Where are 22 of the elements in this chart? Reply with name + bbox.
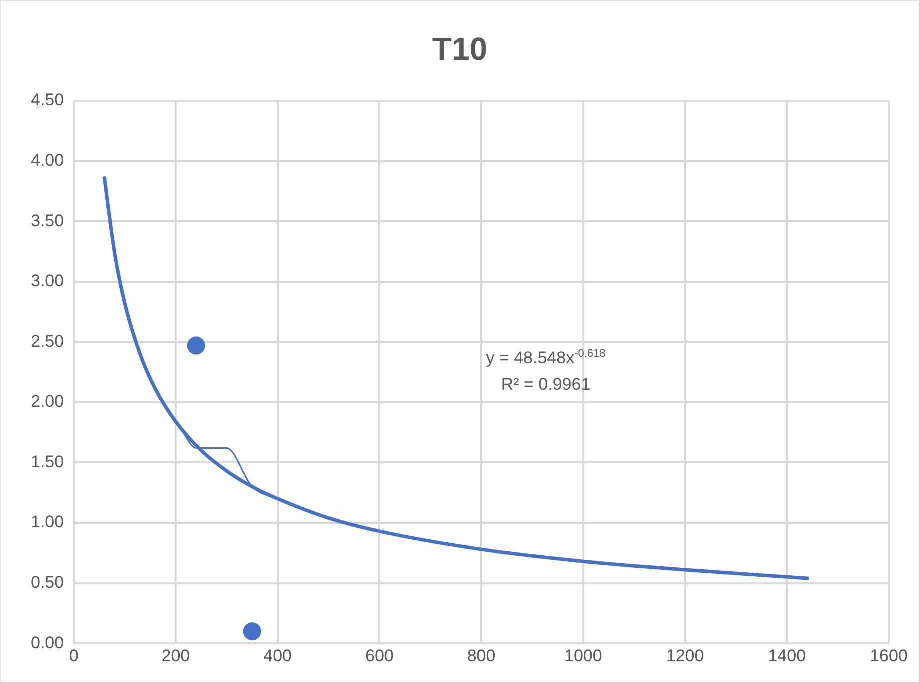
y-tick-label: 4.50 [30, 90, 64, 110]
y-tick-label: 1.50 [30, 452, 64, 472]
x-tick-label: 1000 [564, 646, 602, 666]
y-tick-label: 3.00 [30, 272, 64, 291]
annotation: R² = 0.9961 [500, 374, 592, 396]
y-tick-label: 2.50 [30, 332, 64, 351]
chart-title: T10 [431, 31, 489, 68]
x-tick-label: 1600 [870, 646, 908, 666]
x-tick-label: 1400 [768, 646, 806, 666]
y-tick-label: 3.50 [30, 211, 64, 230]
y-tick-label: 1.00 [30, 512, 64, 532]
y-tick-label: 0.00 [30, 633, 64, 652]
x-tick-label: 1200 [666, 646, 704, 666]
y-tick-label: 0.50 [30, 573, 64, 592]
annotation: y = 48.548x$^{-0.618}$ [485, 347, 607, 370]
x-tick-label: 0 [69, 646, 79, 666]
x-tick-label: 200 [162, 646, 190, 666]
x-tick-label: 800 [467, 646, 496, 666]
y-tick-label: 4.00 [30, 150, 64, 170]
y-tick-label: 2.00 [30, 392, 64, 412]
x-tick-label: 600 [365, 646, 394, 666]
x-tick-label: 400 [264, 646, 292, 666]
